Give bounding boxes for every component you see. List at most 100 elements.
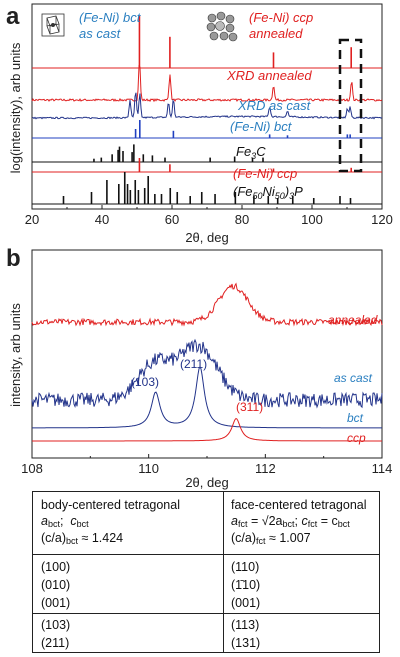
p-s3: 3 xyxy=(289,191,294,201)
panel-a-series xyxy=(31,16,383,205)
p-s2: 50 xyxy=(275,191,285,201)
series-1 xyxy=(31,64,383,103)
series-4 xyxy=(32,144,382,163)
figure: a 20 40 60 80 100 120 (Fe-Ni) bct as cast (Fe… xyxy=(6,3,393,490)
fct-c2-sub: bct xyxy=(337,519,350,529)
bct-ratio-post: ≈ 1.424 xyxy=(78,531,124,545)
fct-c: c xyxy=(301,514,308,528)
annotation-ccp-title: (Fe-Ni) ccp xyxy=(249,10,313,25)
lattice-table: body-centered tetragonal abct; cbct (c/a… xyxy=(32,491,380,653)
series-2-line xyxy=(31,92,383,120)
fct-a2-sub: bct xyxy=(282,519,295,529)
label-ccp: ccp xyxy=(347,431,366,445)
label-bct-pattern: (Fe-Ni) bct xyxy=(230,119,293,134)
fe3c-tail: C xyxy=(256,144,266,159)
label-bct: bct xyxy=(347,411,364,425)
b-series-3-line xyxy=(32,417,382,442)
fct-ratio-sub: fct xyxy=(256,536,266,546)
series-1-line xyxy=(31,64,383,103)
series-2 xyxy=(31,92,383,120)
fct-eq2: = c xyxy=(317,514,338,528)
table-rule-2 xyxy=(33,613,379,614)
fct-hkl-2: (001) xyxy=(231,596,261,610)
b-series-2-line xyxy=(32,365,382,429)
fct-a: a xyxy=(231,514,238,528)
series-3 xyxy=(32,120,382,139)
a-tick-label-2: 60 xyxy=(165,212,179,227)
bct-ratio-sub: bct xyxy=(66,536,79,546)
bct-hkl-0: (100) xyxy=(41,560,71,574)
label-ccp-pattern: (Fe-Ni) ccp xyxy=(233,166,297,181)
panel-b-label: b xyxy=(6,245,21,272)
a-tick-label-0: 20 xyxy=(25,212,39,227)
fct-hkl-0: (110) xyxy=(231,560,260,574)
fct-hkl-3: (113) xyxy=(231,618,260,632)
bct-title: body-centered tetragonal xyxy=(41,498,180,512)
bct-ratio: (c/a)bct ≈ 1.424 xyxy=(41,531,123,546)
bct-hkl-2: (001) xyxy=(41,596,71,610)
a-tick-label-4: 100 xyxy=(301,212,323,227)
bct-c-sub: bct xyxy=(76,519,89,529)
fe3c-text: Fe xyxy=(236,144,251,159)
series-0 xyxy=(32,16,382,69)
annotation-bct-title: (Fe-Ni) bct xyxy=(79,10,142,25)
b-series-0 xyxy=(31,282,383,327)
fct-c-sub: fct xyxy=(307,519,318,529)
fct-hkl-4: (131) xyxy=(231,636,261,650)
bct-hkl-3: (103) xyxy=(41,618,71,632)
fct-ratio-pre: (c/a) xyxy=(231,531,256,545)
b-tick-label-2: 112 xyxy=(255,461,276,476)
b-tick-label-3: 114 xyxy=(372,461,393,476)
p-t4: P xyxy=(294,184,303,199)
label-fe3c-pattern: Fe3C xyxy=(236,144,266,161)
ccp-crystal-icon xyxy=(206,11,238,42)
b-series-0-line xyxy=(31,282,383,327)
panel-a-ticks: 20 40 60 80 100 120 xyxy=(25,205,393,227)
b-series-3 xyxy=(32,417,382,442)
a-tick-label-3: 80 xyxy=(235,212,249,227)
annotation-as-cast: as cast xyxy=(79,26,122,41)
b-series-1 xyxy=(31,338,383,409)
fct-eq: = √2a xyxy=(247,514,283,528)
a-tick-label-5: 120 xyxy=(371,212,393,227)
label-xrd-annealed: XRD annealed xyxy=(226,68,312,83)
series-6 xyxy=(32,172,382,205)
a-tick-label-1: 40 xyxy=(95,212,109,227)
fct-sep: ; xyxy=(294,514,302,528)
fct-params: afct = √2abct; cfct = cbct xyxy=(231,514,350,529)
bct-hkl-1: (010) xyxy=(41,578,71,592)
fct-ratio-post: ≈ 1.007 xyxy=(265,531,311,545)
panel-b-series xyxy=(31,282,383,442)
table-rule-1 xyxy=(33,554,379,555)
bct-a-sub: bct xyxy=(47,519,60,529)
p-s1: 50 xyxy=(253,191,263,201)
panel-b-ticks: 108 110 112 114 xyxy=(21,454,392,476)
bct-ratio-pre: (c/a) xyxy=(41,531,66,545)
fct-hkl-1: (1̄10) xyxy=(231,578,261,592)
panel-a-xlabel: 2θ, deg xyxy=(185,230,228,245)
panel-a-label: a xyxy=(6,3,20,30)
panel-b-xlabel: 2θ, deg xyxy=(185,475,228,490)
bct-c: c xyxy=(70,514,77,528)
label-phosphide-pattern: (Fe50Ni50)3P xyxy=(233,184,303,201)
b-series-1-line xyxy=(31,338,383,409)
annotation-annealed: annealed xyxy=(249,26,303,41)
fct-a-sub: fct xyxy=(237,519,248,529)
table-divider-vertical xyxy=(223,492,224,652)
fct-ratio: (c/a)fct ≈ 1.007 xyxy=(231,531,311,546)
label-annealed: annealed xyxy=(328,313,378,327)
hkl-103-label: (103) xyxy=(131,375,159,389)
bct-a: a xyxy=(41,514,48,528)
b-tick-label-1: 110 xyxy=(138,461,159,476)
p-t3: ) xyxy=(283,184,289,199)
bct-hkl-4: (211) xyxy=(41,636,70,650)
label-xrd-as-cast: XRD as cast xyxy=(237,98,312,113)
panel-a-ylabel: log(intensity), arb units xyxy=(8,42,23,173)
label-as-cast: as cast xyxy=(334,371,373,385)
fe3c-sub: 3 xyxy=(251,151,256,161)
bct-crystal-icon xyxy=(41,13,65,37)
fct-title: face-centered tetragonal xyxy=(231,498,367,512)
p-t1: (Fe xyxy=(233,184,253,199)
bct-params: abct; cbct xyxy=(41,514,89,529)
p-t2: Ni xyxy=(263,184,276,199)
